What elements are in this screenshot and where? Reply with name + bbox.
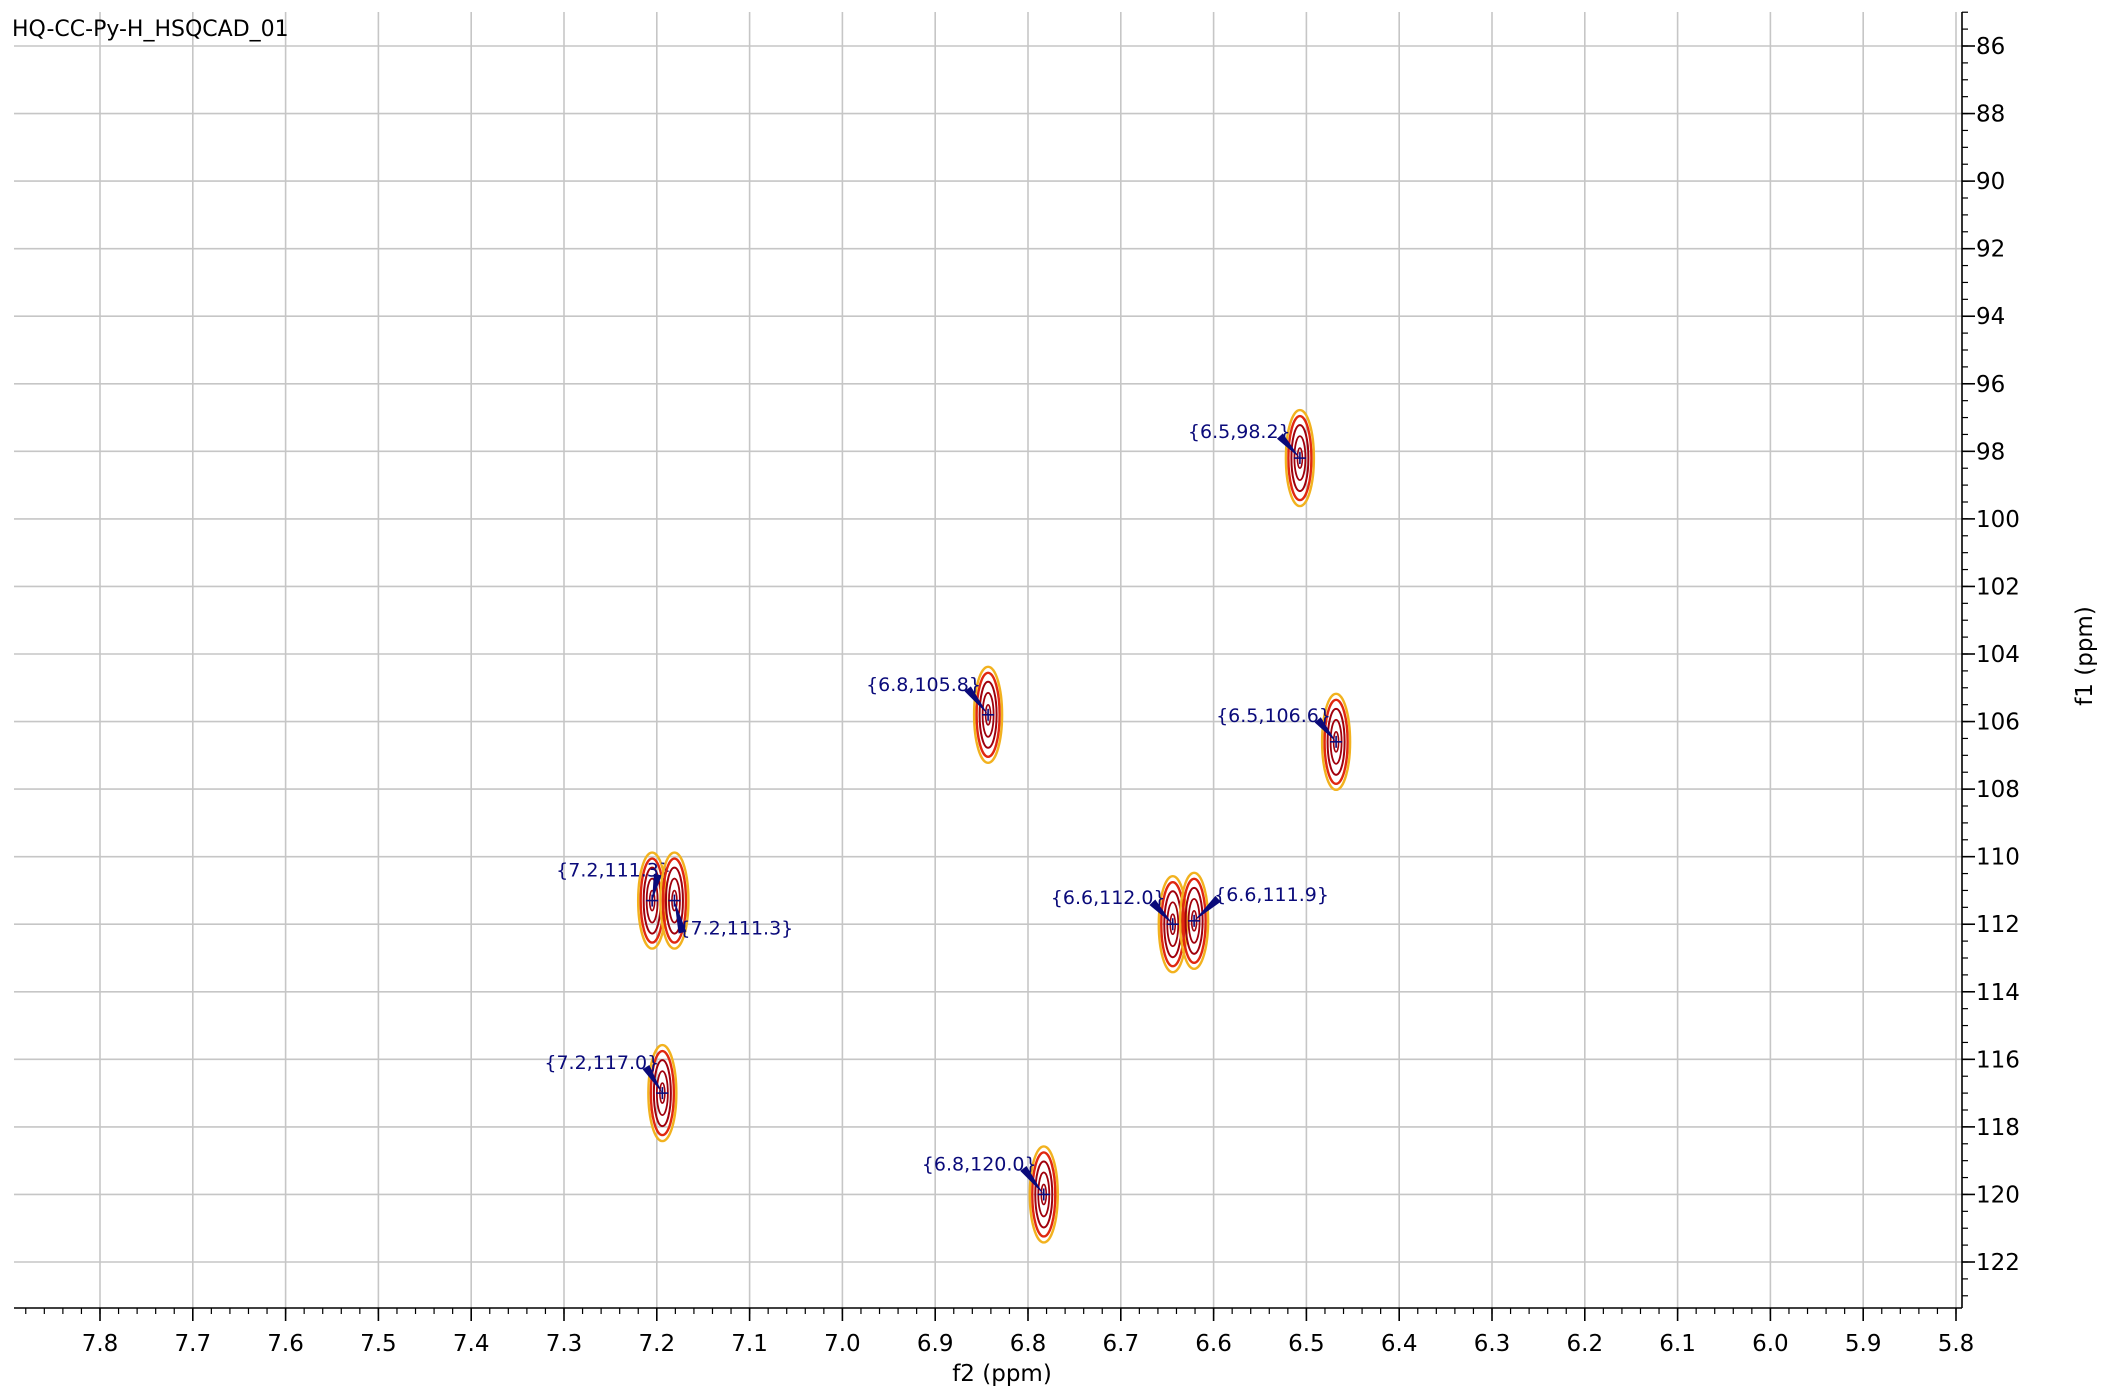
x-tick-label: 7.5	[360, 1331, 397, 1357]
peak: {6.8,105.8}	[866, 665, 1004, 764]
peak: {6.8,120.0}	[922, 1145, 1059, 1244]
y-tick-label: 118	[1976, 1115, 2020, 1141]
peak-contour-outer	[1157, 875, 1188, 974]
peak-contour	[1160, 881, 1186, 968]
x-tick-label: 5.9	[1845, 1331, 1882, 1357]
y-tick-label: 120	[1976, 1182, 2020, 1208]
peak: {6.5,98.2}	[1188, 408, 1316, 508]
x-tick-label: 6.4	[1381, 1331, 1418, 1357]
y-tick-label: 86	[1976, 34, 2005, 60]
peak: {7.2,111.3}	[659, 851, 793, 950]
x-tick-label: 6.0	[1752, 1331, 1789, 1357]
x-axis-label: f2 (ppm)	[952, 1361, 1052, 1387]
spectrum-title: HQ-CC-Py-H_HSQCAD_01	[12, 17, 289, 42]
peak-label: {6.8,120.0}	[922, 1153, 1037, 1175]
peak-contour-outer	[659, 851, 690, 950]
peak-contour-outer	[1284, 408, 1316, 508]
x-tick-label: 6.8	[1010, 1331, 1047, 1357]
peak-contour	[1323, 698, 1349, 786]
peak-contour	[649, 1049, 676, 1137]
peak-label: {7.2,111.3}	[678, 918, 793, 940]
y-tick-label: 114	[1976, 980, 2020, 1006]
peak-contour	[1031, 1151, 1057, 1238]
x-tick-label: 6.5	[1288, 1331, 1325, 1357]
peak-label-arrow	[1149, 899, 1173, 925]
peak-contour	[1290, 424, 1310, 493]
y-tick-label: 112	[1976, 912, 2020, 938]
y-tick-label: 90	[1976, 169, 2005, 195]
peak-label-arrow	[642, 1064, 663, 1094]
x-tick-label: 7.3	[546, 1331, 583, 1357]
peak-label-arrow	[674, 900, 687, 934]
peak-label: {6.5,98.2}	[1188, 421, 1291, 443]
peak-contour-outer	[1178, 871, 1210, 971]
peak-contour-outer	[1028, 1145, 1059, 1244]
peak-label: {6.6,112.0}	[1051, 887, 1166, 909]
y-tick-label: 102	[1976, 574, 2020, 600]
peak-contour-outer	[1320, 692, 1352, 792]
peak-label-arrow	[1020, 1165, 1044, 1195]
y-tick-label: 106	[1976, 710, 2020, 736]
peak-label: {6.8,105.8}	[866, 674, 981, 696]
y-tick-label: 96	[1976, 372, 2005, 398]
peak-label-arrow	[1314, 717, 1337, 742]
y-axis-label: f1 (ppm)	[2072, 606, 2098, 706]
peak-contour	[1287, 414, 1313, 502]
x-tick-label: 7.1	[731, 1331, 768, 1357]
peak-contour	[978, 680, 998, 749]
y-axis: 86 88 90 92 94 96 98 100 102 104 106 108 110 112 114 11…	[1961, 11, 2020, 1308]
y-tick-label: 100	[1976, 507, 2020, 533]
peak-label: {6.6,111.9}	[1214, 884, 1329, 906]
y-tick-label: 110	[1976, 845, 2020, 871]
peak-label-arrow	[652, 873, 662, 901]
y-tick-label: 122	[1976, 1250, 2020, 1276]
peak-label-arrow	[1276, 433, 1300, 459]
peak-label: {6.5,106.6}	[1216, 705, 1331, 727]
y-tick-label: 98	[1976, 439, 2005, 465]
y-tick-label: 88	[1976, 102, 2005, 128]
grid-lines	[14, 12, 1962, 1308]
x-tick-label: 7.2	[639, 1331, 676, 1357]
peak-contour	[1181, 877, 1207, 965]
peak-contour	[1034, 1160, 1054, 1229]
peak: {7.2,117.0}	[544, 1043, 678, 1143]
x-tick-label: 7.8	[82, 1331, 119, 1357]
x-tick-label: 6.9	[917, 1331, 954, 1357]
peak: {6.5,106.6}	[1216, 692, 1352, 792]
peak-label-arrow	[964, 686, 989, 715]
peak-label-arrow	[1194, 895, 1221, 921]
x-tick-label: 6.6	[1195, 1331, 1232, 1357]
x-tick-label: 6.1	[1659, 1331, 1696, 1357]
y-tick-label: 94	[1976, 304, 2005, 330]
peak-contour-outer	[972, 665, 1004, 764]
peak: {6.6,111.9}	[1178, 871, 1329, 971]
peak-contours: {6.5,98.2} {6.8,105.8} {6.5,106.6} {7.2,111…	[544, 408, 1352, 1244]
x-tick-label: 6.2	[1567, 1331, 1604, 1357]
x-tick-label: 7.4	[453, 1331, 490, 1357]
y-tick-label: 92	[1976, 237, 2005, 263]
x-axis: 7.8 7.7 7.6 7.5 7.4 7.3 7.2 7.1 7.0 6.9 6.8 6.7 6.6 6…	[14, 1307, 1975, 1357]
peak-contour	[661, 857, 688, 944]
peak-contour	[975, 671, 1001, 758]
x-tick-label: 7.0	[824, 1331, 861, 1357]
x-tick-label: 7.7	[175, 1331, 212, 1357]
peak-contour	[1326, 707, 1346, 776]
y-tick-label: 116	[1976, 1047, 2020, 1073]
peak-contour-outer	[647, 1043, 678, 1143]
peak-contour	[652, 1059, 672, 1128]
x-tick-label: 5.8	[1938, 1331, 1975, 1357]
x-tick-label: 6.3	[1474, 1331, 1511, 1357]
y-tick-label: 108	[1976, 777, 2020, 803]
x-tick-label: 6.7	[1103, 1331, 1140, 1357]
peak-contour	[664, 866, 684, 935]
peak-label: {7.2,111.3}	[556, 860, 671, 882]
peak-contour	[1184, 886, 1204, 955]
peak-label: {7.2,117.0}	[544, 1052, 659, 1074]
y-tick-label: 104	[1976, 642, 2020, 668]
x-tick-label: 7.6	[267, 1331, 304, 1357]
